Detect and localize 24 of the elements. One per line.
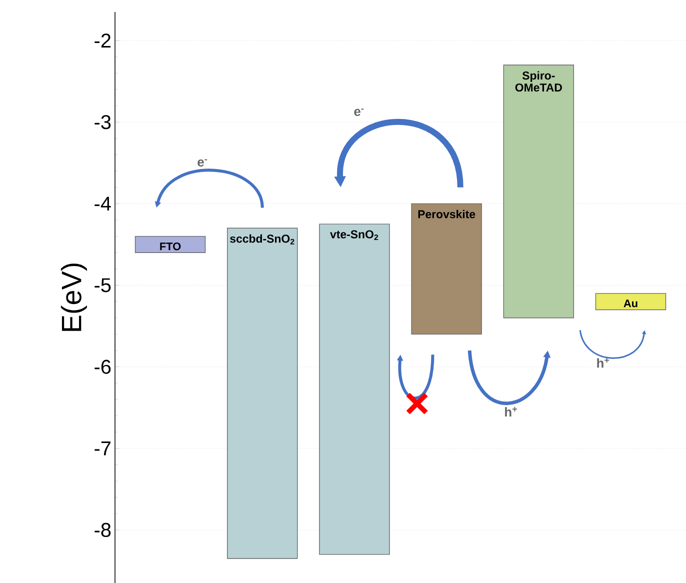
annotation: h$^{+}$ [505,406,517,417]
x-tick-label: sccbd-SnO$_{2}$ [230,234,294,244]
bar [227,228,298,559]
y-tick-label: -4 [94,196,111,211]
y-tick-label: -3 [94,115,111,130]
y-tick-label: -2 [94,34,110,48]
annotation: e$^{-}$ [354,108,364,116]
x-tick-label: FTO [160,242,181,250]
y-tick-label: -6 [94,360,111,374]
bar [134,236,206,253]
bar [503,64,574,318]
x-tick-label: Perovskite [418,210,476,218]
x-tick-label: Spiro-OMeTAD [515,71,562,92]
bar [595,293,666,310]
y-tick-label: -8 [94,522,111,538]
y-tick-label: -5 [94,278,111,292]
bar [411,203,482,335]
x-tick-label: vte-SnO$_{2}$ [330,230,378,240]
annotation: e$^{-}$ [198,159,207,167]
bar [319,224,390,555]
x-tick-label: Au [624,300,638,308]
y-tick-label: -7 [94,442,110,456]
annotation: h$^{+}$ [597,358,610,368]
y-axis-title: E(eV) [60,264,87,331]
